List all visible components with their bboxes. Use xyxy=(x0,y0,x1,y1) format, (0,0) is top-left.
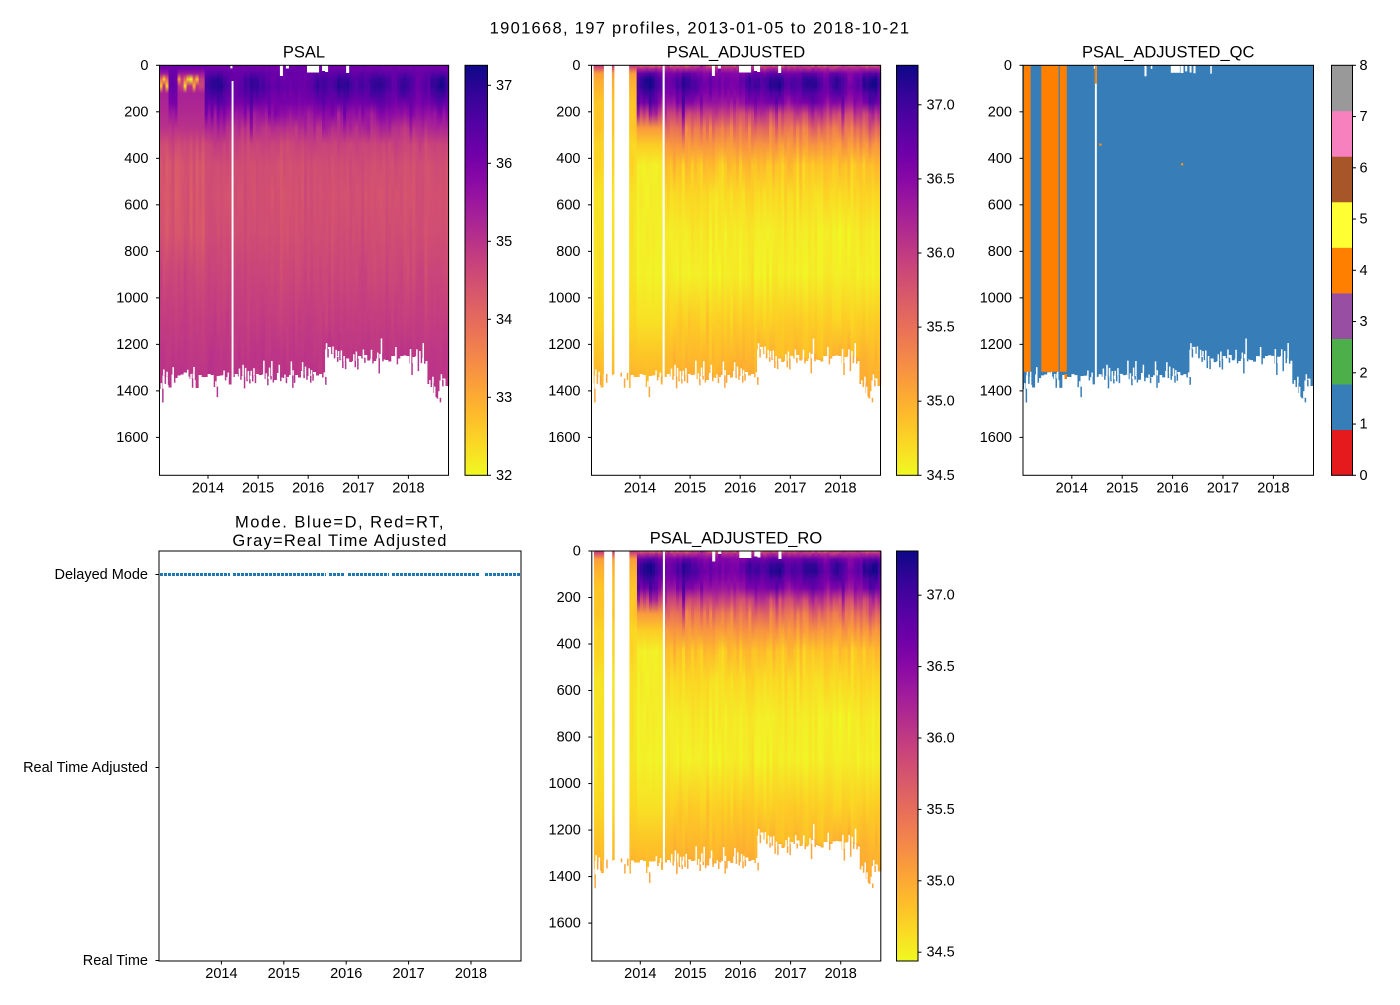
svg-text:8: 8 xyxy=(1360,58,1368,74)
svg-text:1: 1 xyxy=(1360,417,1368,433)
svg-text:600: 600 xyxy=(124,197,148,213)
svg-text:0: 0 xyxy=(1360,468,1368,484)
svg-text:1000: 1000 xyxy=(980,290,1012,306)
svg-text:800: 800 xyxy=(988,244,1012,260)
svg-text:Gray=Real Time Adjusted: Gray=Real Time Adjusted xyxy=(232,532,447,550)
svg-text:800: 800 xyxy=(557,730,581,746)
svg-text:Delayed Mode: Delayed Mode xyxy=(55,567,149,583)
svg-text:600: 600 xyxy=(988,197,1012,213)
svg-text:2016: 2016 xyxy=(724,481,756,497)
svg-text:1600: 1600 xyxy=(548,430,580,446)
svg-text:36.0: 36.0 xyxy=(927,731,955,747)
svg-text:34.5: 34.5 xyxy=(927,945,955,961)
svg-text:2017: 2017 xyxy=(342,481,374,497)
svg-text:2014: 2014 xyxy=(205,966,237,982)
svg-text:2017: 2017 xyxy=(392,966,424,982)
svg-text:33: 33 xyxy=(496,390,512,406)
svg-text:37: 37 xyxy=(496,78,512,94)
svg-text:1400: 1400 xyxy=(980,383,1012,399)
svg-text:2015: 2015 xyxy=(674,966,706,982)
svg-text:37.0: 37.0 xyxy=(927,588,955,604)
svg-text:2015: 2015 xyxy=(242,481,274,497)
svg-text:1600: 1600 xyxy=(980,430,1012,446)
svg-text:600: 600 xyxy=(557,683,581,699)
svg-text:2017: 2017 xyxy=(774,966,806,982)
svg-text:1200: 1200 xyxy=(549,823,581,839)
svg-text:1000: 1000 xyxy=(116,290,148,306)
svg-text:Real Time: Real Time xyxy=(83,953,148,969)
svg-text:1400: 1400 xyxy=(549,869,581,885)
svg-text:1000: 1000 xyxy=(548,290,580,306)
svg-text:400: 400 xyxy=(556,151,580,167)
svg-text:PSAL_ADJUSTED: PSAL_ADJUSTED xyxy=(667,44,806,62)
svg-text:2014: 2014 xyxy=(1056,481,1088,497)
svg-text:5: 5 xyxy=(1360,212,1368,228)
svg-text:2: 2 xyxy=(1360,365,1368,381)
svg-text:32: 32 xyxy=(496,468,512,484)
svg-text:2016: 2016 xyxy=(292,481,324,497)
svg-text:1000: 1000 xyxy=(549,776,581,792)
svg-text:1400: 1400 xyxy=(116,383,148,399)
svg-text:2014: 2014 xyxy=(624,481,656,497)
svg-text:1600: 1600 xyxy=(549,916,581,932)
svg-text:2018: 2018 xyxy=(825,966,857,982)
svg-text:200: 200 xyxy=(556,104,580,120)
svg-text:35: 35 xyxy=(496,234,512,250)
svg-text:2016: 2016 xyxy=(330,966,362,982)
svg-text:34.5: 34.5 xyxy=(927,468,955,484)
svg-text:2014: 2014 xyxy=(192,481,224,497)
svg-text:4: 4 xyxy=(1360,263,1368,279)
svg-text:800: 800 xyxy=(124,244,148,260)
svg-text:1400: 1400 xyxy=(548,383,580,399)
svg-text:400: 400 xyxy=(988,151,1012,167)
svg-text:200: 200 xyxy=(557,590,581,606)
svg-text:34: 34 xyxy=(496,312,512,328)
svg-text:0: 0 xyxy=(572,58,580,74)
svg-text:35.0: 35.0 xyxy=(927,394,955,410)
svg-text:7: 7 xyxy=(1360,109,1368,125)
svg-text:2015: 2015 xyxy=(674,481,706,497)
svg-text:200: 200 xyxy=(124,104,148,120)
svg-text:36.5: 36.5 xyxy=(927,659,955,675)
svg-text:200: 200 xyxy=(988,104,1012,120)
svg-text:2016: 2016 xyxy=(724,966,756,982)
svg-text:2018: 2018 xyxy=(1257,481,1289,497)
svg-text:400: 400 xyxy=(124,151,148,167)
svg-text:1200: 1200 xyxy=(116,337,148,353)
svg-text:3: 3 xyxy=(1360,314,1368,330)
svg-text:1901668, 197 profiles, 2013-01: 1901668, 197 profiles, 2013-01-05 to 201… xyxy=(490,20,911,38)
svg-text:Real Time Adjusted: Real Time Adjusted xyxy=(23,760,148,776)
svg-text:2015: 2015 xyxy=(1106,481,1138,497)
svg-text:2016: 2016 xyxy=(1156,481,1188,497)
svg-text:0: 0 xyxy=(573,544,581,560)
svg-text:1200: 1200 xyxy=(548,337,580,353)
svg-text:37.0: 37.0 xyxy=(927,97,955,113)
svg-text:2015: 2015 xyxy=(268,966,300,982)
svg-text:2018: 2018 xyxy=(392,481,424,497)
svg-text:6: 6 xyxy=(1360,160,1368,176)
svg-text:1200: 1200 xyxy=(980,337,1012,353)
svg-text:2014: 2014 xyxy=(624,966,656,982)
svg-text:PSAL: PSAL xyxy=(283,44,325,62)
svg-text:35.5: 35.5 xyxy=(927,802,955,818)
svg-text:600: 600 xyxy=(556,197,580,213)
svg-text:0: 0 xyxy=(1004,58,1012,74)
svg-text:36.0: 36.0 xyxy=(927,246,955,262)
svg-text:PSAL_ADJUSTED_RO: PSAL_ADJUSTED_RO xyxy=(650,530,823,548)
svg-text:800: 800 xyxy=(556,244,580,260)
svg-text:1600: 1600 xyxy=(116,430,148,446)
svg-text:PSAL_ADJUSTED_QC: PSAL_ADJUSTED_QC xyxy=(1082,44,1254,62)
svg-text:36: 36 xyxy=(496,156,512,172)
svg-text:2017: 2017 xyxy=(1207,481,1239,497)
svg-text:2018: 2018 xyxy=(824,481,856,497)
svg-text:Mode. Blue=D, Red=RT,: Mode. Blue=D, Red=RT, xyxy=(235,514,445,532)
svg-text:2018: 2018 xyxy=(455,966,487,982)
svg-text:35.5: 35.5 xyxy=(927,320,955,336)
svg-text:400: 400 xyxy=(557,637,581,653)
svg-text:35.0: 35.0 xyxy=(927,873,955,889)
svg-text:0: 0 xyxy=(140,58,148,74)
svg-text:36.5: 36.5 xyxy=(927,171,955,187)
svg-text:2017: 2017 xyxy=(774,481,806,497)
